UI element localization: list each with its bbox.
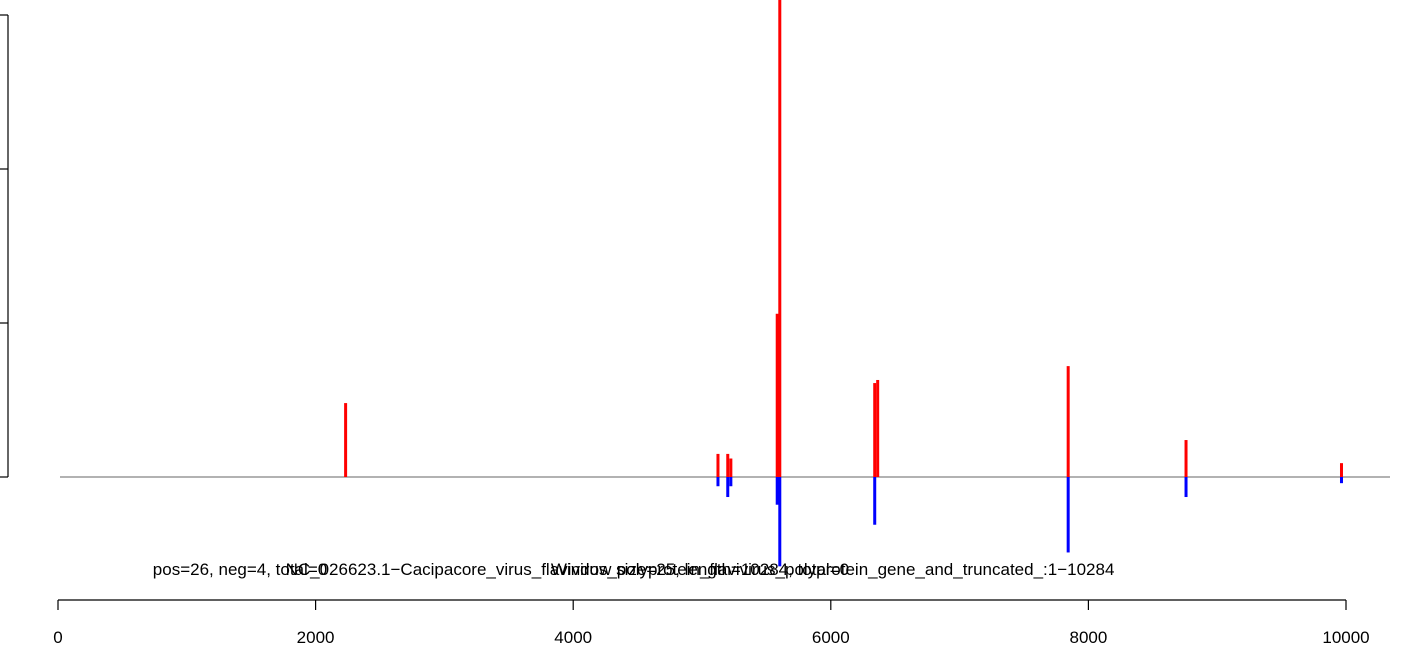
caption-text-1: Window size=25, length=10284, total=0 [551, 560, 849, 579]
negative-bar [726, 477, 730, 498]
negative-bar [775, 477, 779, 505]
x-tick-label: 8000 [1069, 628, 1107, 647]
negative-bar [873, 477, 877, 525]
positive-bar [1184, 440, 1188, 477]
caption: Window size=25, length=10284, total=0 po… [153, 560, 1115, 579]
bars [344, 0, 1343, 567]
negative-bar [778, 477, 782, 567]
caption-text-3: NC_026623.1−Cacipacore_virus_flavivirus_… [286, 560, 1115, 579]
positive-bar [775, 313, 779, 477]
positive-bar [729, 458, 733, 477]
x-tick-label: 6000 [812, 628, 850, 647]
positive-bar [778, 0, 782, 477]
x-tick-label: 10000 [1322, 628, 1369, 647]
x-tick-label: 4000 [554, 628, 592, 647]
negative-bar [1339, 477, 1343, 484]
negative-bar [716, 477, 720, 487]
caption-text-2: pos=26, neg=4, total=0 [153, 560, 327, 579]
positive-bar [716, 453, 720, 477]
positive-bar [876, 379, 880, 477]
positive-bar [726, 453, 730, 477]
positive-bar [344, 403, 348, 477]
x-tick-label: 0 [53, 628, 62, 647]
positive-bar [1066, 366, 1070, 477]
x-axis: 0 2000 4000 6000 8000 10000 [53, 599, 1370, 647]
y-axis [0, 14, 9, 478]
negative-bar [1184, 477, 1188, 498]
negative-bar [729, 477, 733, 487]
negative-bar [1066, 477, 1070, 553]
x-tick-label: 2000 [297, 628, 335, 647]
positive-bar [1339, 463, 1343, 477]
positive-bar [873, 383, 877, 477]
